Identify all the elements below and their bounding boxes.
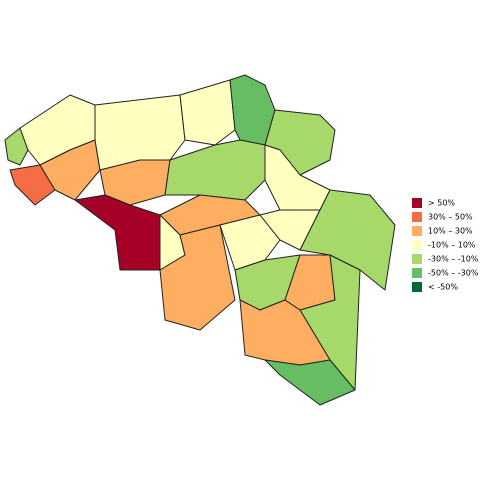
region: [299, 189, 396, 291]
region: [164, 139, 266, 201]
legend-swatch: [412, 254, 422, 264]
region: [219, 214, 281, 271]
region: [179, 79, 236, 146]
region: [9, 164, 56, 206]
legend-label: > 50%: [428, 199, 455, 208]
regions: [4, 74, 396, 406]
legend-label: -10% – 10%: [428, 241, 476, 250]
legend: > 50% 30% – 50% 10% – 30% -10% – 10% -30% – …: [412, 198, 479, 292]
legend-swatch: [412, 268, 422, 278]
region: [74, 194, 161, 271]
legend-label: -30% – -10%: [428, 255, 479, 264]
legend-swatch: [412, 212, 422, 222]
legend-swatch: [412, 198, 422, 208]
region: [4, 127, 29, 166]
legend-label: -50% – -30%: [428, 269, 479, 278]
legend-label: 30% – 50%: [428, 213, 473, 222]
legend-swatch: [412, 240, 422, 250]
region: [94, 94, 186, 171]
legend-label: < -50%: [428, 283, 458, 292]
legend-swatch: [412, 226, 422, 236]
legend-label: 10% – 30%: [428, 227, 473, 236]
legend-swatch: [412, 282, 422, 292]
region: [159, 224, 236, 331]
region: [264, 359, 356, 406]
